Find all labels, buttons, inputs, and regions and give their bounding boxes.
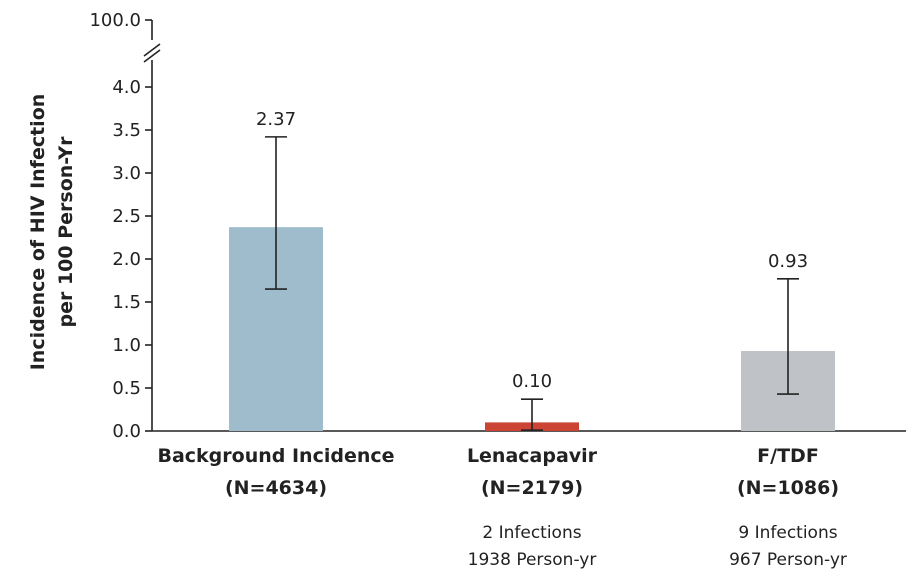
data-label: 0.10 [512, 371, 552, 392]
category-label: F/TDF [757, 445, 819, 467]
category-n-label: (N=4634) [225, 477, 327, 499]
y-tick-label-break: 100.0 [89, 10, 141, 31]
category-label: Background Incidence [157, 445, 394, 467]
y-tick-label: 3.0 [112, 163, 141, 184]
category-note: 9 Infections [738, 523, 837, 543]
y-axis-title-line: Incidence of HIV Infection [27, 94, 49, 371]
y-tick-label: 0.5 [112, 378, 141, 399]
category-n-label: (N=1086) [737, 477, 839, 499]
y-tick-label: 0.0 [112, 421, 141, 442]
y-tick-label: 1.5 [112, 292, 141, 313]
data-label: 2.37 [256, 109, 296, 130]
y-tick-label: 2.0 [112, 249, 141, 270]
category-label: Lenacapavir [467, 445, 598, 467]
y-tick-label: 1.0 [112, 335, 141, 356]
label-group: 2.37 Background Incidence (N=4634) 0.10 Lena… [157, 109, 846, 570]
y-axis-title: Incidence of HIV Infection per 100 Person… [27, 94, 77, 371]
data-label: 0.93 [768, 251, 808, 272]
y-tick-label: 3.5 [112, 120, 141, 141]
y-tick-label: 2.5 [112, 206, 141, 227]
category-note: 967 Person-yr [729, 550, 847, 570]
bar-group [229, 136, 835, 431]
y-axis-title-line: per 100 Person-Yr [55, 136, 77, 328]
category-note: 1938 Person-yr [468, 550, 597, 570]
category-note: 2 Infections [482, 523, 581, 543]
axis-break-mark [143, 49, 161, 63]
axis-break-mark [143, 43, 161, 57]
y-tick-label: 4.0 [112, 77, 141, 98]
category-n-label: (N=2179) [481, 477, 583, 499]
